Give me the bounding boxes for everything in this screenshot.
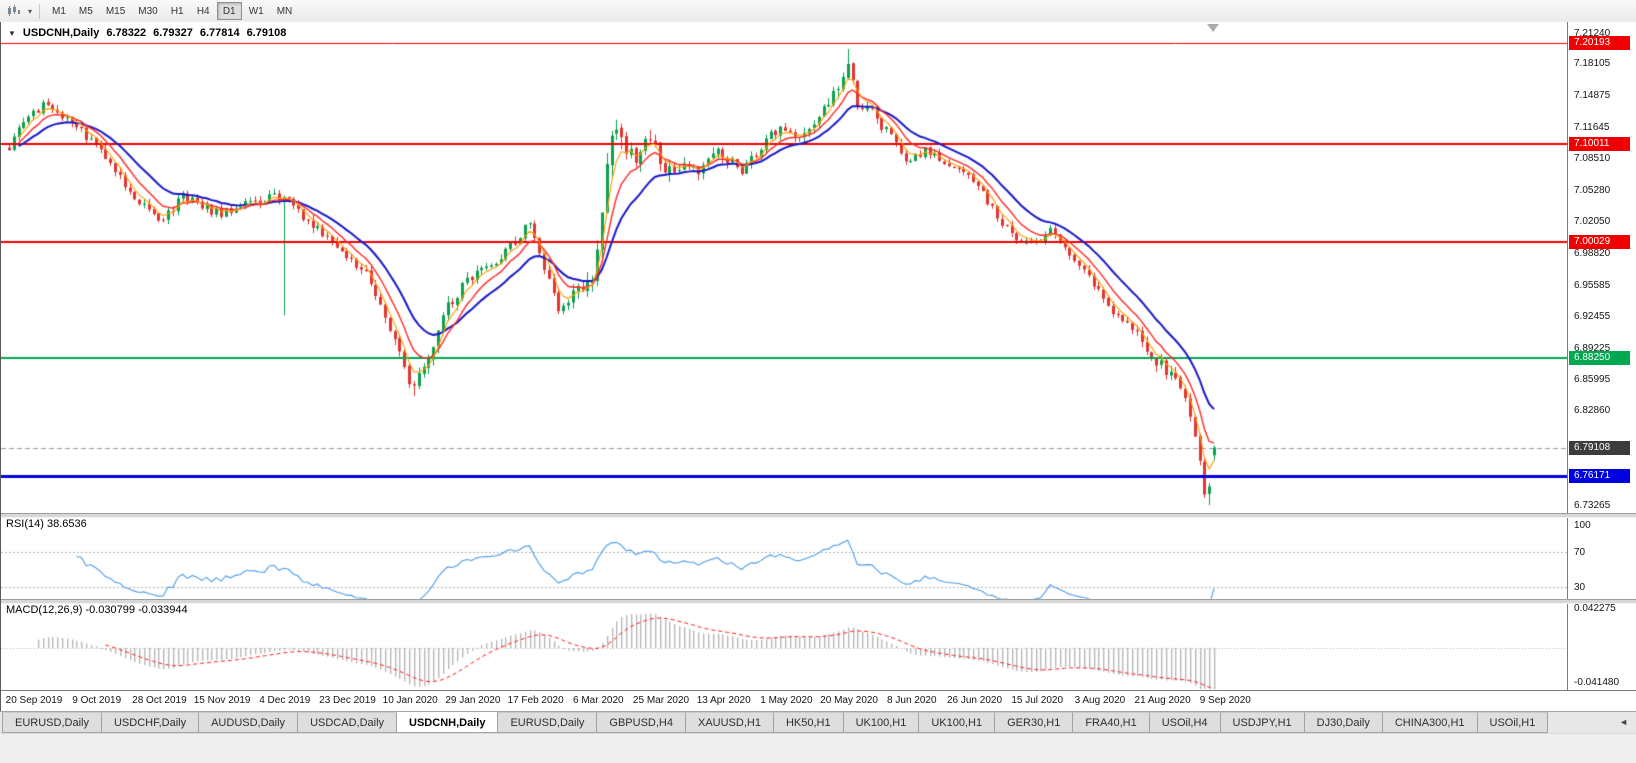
price-scale-tick: 6.85995 [1574, 374, 1611, 386]
date-axis-label: 25 Mar 2020 [632, 695, 690, 706]
price-level-badge: 6.88250 [1569, 350, 1630, 365]
timeframe-button-h4[interactable]: H4 [191, 2, 216, 20]
chart-tab-dj30-daily[interactable]: DJ30,Daily [1303, 712, 1383, 733]
chart-tab-ger30-h1[interactable]: GER30,H1 [994, 712, 1074, 733]
price-scale-tick: 7.18105 [1574, 58, 1611, 70]
chart-type-icon[interactable] [4, 2, 24, 20]
chart-tab-gbpusd-h4[interactable]: GBPUSD,H4 [596, 712, 686, 733]
pane-divider-rsi [1, 513, 1636, 518]
price-scale-tick: 6.73265 [1574, 499, 1611, 511]
date-axis-label: 15 Jul 2020 [1011, 695, 1064, 706]
date-axis-label: 26 Jun 2020 [946, 695, 1003, 706]
price-scale-tick: 7.14875 [1574, 90, 1611, 102]
chart-canvas[interactable] [1, 22, 1567, 690]
macd-indicator-label: MACD(12,26,9) -0.030799 -0.033944 [6, 604, 188, 616]
date-axis-label: 10 Jan 2020 [382, 695, 438, 706]
timeframe-button-h1[interactable]: H1 [165, 2, 190, 20]
price-scale-tick: 7.02050 [1574, 216, 1611, 228]
chart-tab-bar: EURUSD,Daily USDCHF,Daily AUDUSD,Daily USDC… [0, 711, 1636, 734]
price-scale-tick: 7.05280 [1574, 184, 1611, 196]
chart-tab-china300-h1[interactable]: CHINA300,H1 [1381, 712, 1478, 733]
status-strip [0, 733, 1636, 763]
one-click-collapse-icon[interactable]: ▼ [8, 28, 16, 38]
chart-tab-hk50-h1[interactable]: HK50,H1 [772, 712, 844, 733]
date-axis-label: 13 Apr 2020 [696, 695, 751, 706]
price-level-badge: 7.20193 [1569, 36, 1630, 51]
toolbar-separator [39, 3, 40, 19]
price-scale-tick: 6.82860 [1574, 405, 1611, 417]
date-axis-label: 4 Dec 2019 [259, 695, 311, 706]
date-axis-label: 17 Feb 2020 [507, 695, 564, 706]
date-axis-label: 23 Dec 2019 [319, 695, 376, 706]
rsi-scale-label: 70 [1574, 546, 1586, 558]
date-axis-label: 8 Jun 2020 [887, 695, 937, 706]
price-scale-tick: 7.21240 [1574, 27, 1611, 39]
chevron-down-icon[interactable]: ▾ [27, 6, 32, 16]
chart-tab-audusd-daily[interactable]: AUDUSD,Daily [198, 712, 299, 733]
timeframe-button-w1[interactable]: W1 [243, 2, 270, 20]
chart-tabs: EURUSD,Daily USDCHF,Daily AUDUSD,Daily USDC… [2, 712, 1549, 734]
chart-shift-marker[interactable] [1207, 24, 1219, 32]
rsi-scale-label: 100 [1574, 520, 1591, 532]
macd-scale-top-label: 0.042275 [1574, 602, 1616, 614]
chart-tab-usdchf-daily[interactable]: USDCHF,Daily [100, 712, 200, 733]
chart-tab-eurusd-daily[interactable]: EURUSD,Daily [497, 712, 598, 733]
date-axis-label: 9 Sep 2020 [1199, 695, 1251, 706]
chart-tab-xauusd-h1[interactable]: XAUUSD,H1 [684, 712, 774, 733]
chart-tab-eurusd-daily[interactable]: EURUSD,Daily [2, 712, 102, 733]
chart-tab-uk100-h1[interactable]: UK100,H1 [918, 712, 996, 733]
timeframe-toolbar: ▾ M1 M5 M15 M30 H1 H4 D1 W1 MN [0, 0, 1636, 23]
rsi-scale-label: 30 [1574, 581, 1586, 593]
chart-tab-usdcnh-daily[interactable]: USDCNH,Daily [396, 712, 499, 733]
date-axis-label: 3 Aug 2020 [1074, 695, 1126, 706]
date-axis-label: 15 Nov 2019 [193, 695, 251, 706]
price-scale-tick: 6.92455 [1574, 310, 1611, 322]
time-scale[interactable]: 20 Sep 2019 9 Oct 2019 28 Oct 2019 15 Nov 2… [1, 690, 1636, 712]
pane-divider-macd [1, 599, 1636, 604]
timeframe-button-m1[interactable]: M1 [46, 2, 72, 20]
date-axis-label: 20 May 2020 [820, 695, 879, 706]
timeframe-button-m5[interactable]: M5 [73, 2, 99, 20]
macd-scale-bottom-label: -0.041480 [1574, 677, 1620, 688]
chart-tab-usoil-h1[interactable]: USOil,H1 [1476, 712, 1549, 733]
date-axis-label: 9 Oct 2019 [72, 695, 122, 706]
price-scale[interactable]: 7.21240 7.18105 7.14875 7.11645 7.08510 7.052… [1567, 22, 1636, 690]
chart-tab-usdcad-daily[interactable]: USDCAD,Daily [297, 712, 398, 733]
timeframe-button-d1[interactable]: D1 [216, 2, 242, 20]
timeframe-button-m30[interactable]: M30 [132, 2, 163, 20]
rsi-indicator-label: RSI(14) 38.6536 [6, 518, 87, 530]
chart-tab-usdjpy-h1[interactable]: USDJPY,H1 [1219, 712, 1305, 733]
timeframe-buttons: M1 M5 M15 M30 H1 H4 D1 W1 MN [46, 2, 298, 20]
price-scale-tick: 6.89225 [1574, 342, 1611, 354]
timeframe-button-mn[interactable]: MN [271, 2, 299, 20]
price-scale-tick: 7.11645 [1574, 121, 1610, 133]
chart-window: ▼ USDCNH,Daily 6.78322 6.79327 6.77814 6… [0, 22, 1636, 712]
chart-tab-fra40-h1[interactable]: FRA40,H1 [1072, 712, 1150, 733]
price-level-badge: 7.10011 [1569, 136, 1630, 151]
price-scale-tick: 6.98820 [1574, 248, 1611, 260]
chart-tab-uk100-h1[interactable]: UK100,H1 [842, 712, 920, 733]
chart-tab-usoil-h4[interactable]: USOil,H4 [1148, 712, 1221, 733]
date-axis-label: 29 Jan 2020 [445, 695, 501, 706]
date-axis-label: 20 Sep 2019 [5, 695, 63, 706]
price-level-badge: 6.79108 [1569, 440, 1630, 455]
price-level-badge: 6.76171 [1569, 469, 1630, 484]
date-axis-label: 6 Mar 2020 [573, 695, 624, 706]
price-scale-tick: 7.08510 [1574, 152, 1611, 164]
date-axis-label: 1 May 2020 [760, 695, 813, 706]
date-axis-label: 21 Aug 2020 [1134, 695, 1191, 706]
price-scale-tick: 6.95585 [1574, 279, 1611, 291]
timeframe-button-m15[interactable]: M15 [100, 2, 131, 20]
date-axis-label: 28 Oct 2019 [132, 695, 187, 706]
price-level-badge: 7.00029 [1569, 234, 1630, 249]
tab-scroll-left-button[interactable]: ◄ [1619, 717, 1628, 727]
